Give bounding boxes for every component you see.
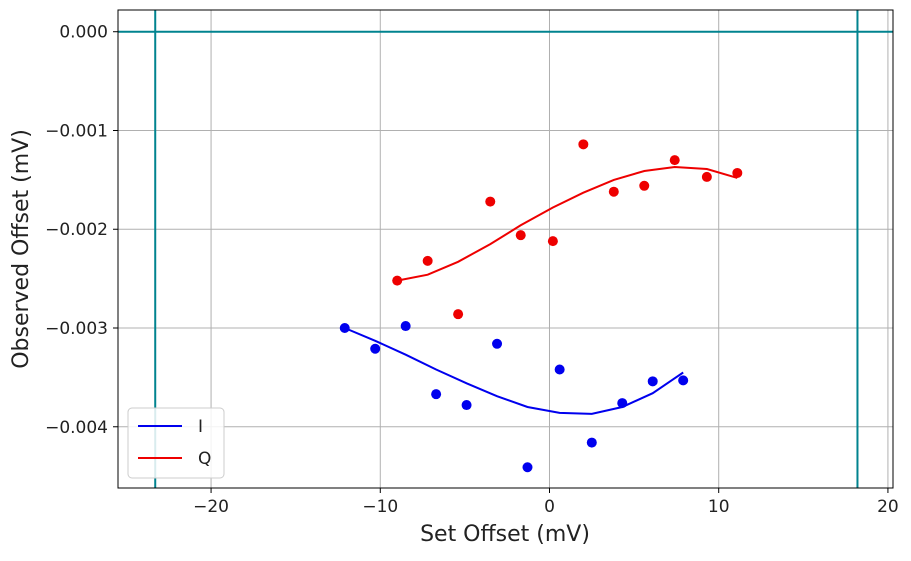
- data-point-q: [392, 275, 403, 286]
- data-point-i: [586, 437, 597, 448]
- data-point-i: [400, 321, 411, 332]
- data-point-i: [522, 462, 533, 473]
- ticks: −20 −10 0 10 20 0.000 −0.001 −0.002 −0.003 −0.004: [45, 23, 899, 517]
- data-point-q: [732, 167, 743, 178]
- data-points: [339, 139, 743, 473]
- data-point-i: [647, 376, 658, 387]
- data-point-i: [431, 389, 442, 400]
- data-point-q: [669, 155, 680, 166]
- data-point-q: [485, 196, 496, 207]
- data-point-i: [370, 343, 381, 354]
- data-point-i: [617, 398, 628, 409]
- data-point-i: [492, 338, 503, 349]
- y-tick-label: −0.001: [45, 121, 108, 141]
- fit-lines: [344, 165, 738, 415]
- y-axis-title: Observed Offset (mV): [9, 129, 34, 369]
- legend-label-i: I: [198, 417, 203, 437]
- legend-label-q: Q: [198, 449, 211, 469]
- x-tick-label: −10: [362, 497, 398, 517]
- legend: I Q: [127, 407, 225, 479]
- y-tick-label: −0.004: [45, 418, 108, 438]
- x-tick-label: −20: [193, 497, 229, 517]
- data-point-q: [578, 139, 589, 150]
- data-point-q: [453, 309, 464, 320]
- y-tick-label: 0.000: [59, 23, 108, 43]
- fit-line-q: [397, 165, 738, 282]
- x-tick-label: 20: [877, 497, 899, 517]
- data-point-q: [515, 230, 526, 241]
- data-point-q: [701, 171, 712, 182]
- data-point-i: [678, 375, 689, 386]
- plot-background: [118, 10, 893, 488]
- x-tick-label: 0: [544, 497, 555, 517]
- data-point-q: [608, 186, 619, 197]
- x-tick-label: 10: [708, 497, 730, 517]
- data-point-i: [339, 323, 350, 334]
- data-point-i: [554, 364, 565, 375]
- y-tick-label: −0.003: [45, 319, 108, 339]
- x-axis-title: Set Offset (mV): [420, 522, 590, 547]
- plot-frame: [117, 9, 894, 489]
- fit-line-i: [344, 327, 684, 415]
- data-point-q: [422, 255, 433, 266]
- data-point-q: [547, 236, 558, 247]
- data-point-i: [461, 400, 472, 411]
- data-point-q: [639, 180, 650, 191]
- y-tick-label: −0.002: [45, 220, 108, 240]
